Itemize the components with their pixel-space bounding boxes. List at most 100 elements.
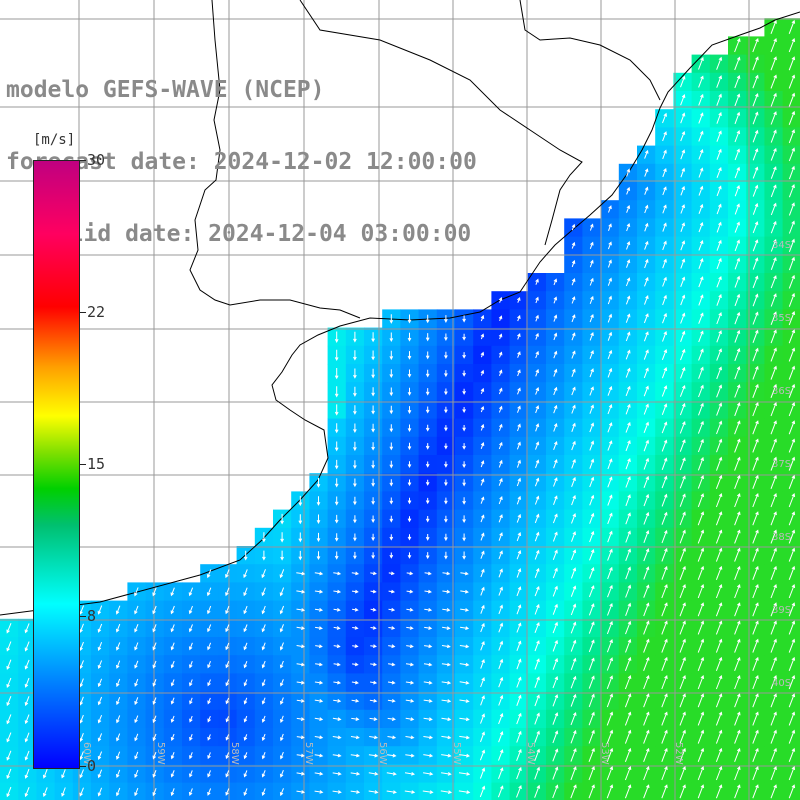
wind-arrow [553, 278, 558, 286]
wind-arrow [334, 551, 339, 560]
wind-arrow [462, 315, 466, 323]
wind-arrow [661, 565, 668, 580]
wind-arrow [698, 56, 704, 70]
wind-arrow [298, 495, 303, 507]
wind-arrow [368, 790, 379, 794]
wind-arrow [607, 548, 613, 561]
wind-arrow [770, 420, 777, 435]
wind-arrow [425, 461, 430, 468]
wind-arrow [661, 656, 668, 671]
wind-arrow [516, 568, 522, 578]
wind-arrow [206, 569, 212, 579]
wind-arrow [661, 729, 668, 744]
wind-arrow [243, 642, 248, 651]
wind-arrow [444, 370, 448, 378]
wind-arrow [42, 769, 48, 779]
wind-arrow [61, 787, 66, 797]
wind-arrow [661, 638, 668, 653]
wind-arrow [61, 769, 66, 779]
wind-arrow [697, 493, 705, 508]
wind-arrow [788, 420, 796, 435]
wind-arrow [716, 275, 722, 288]
wind-arrow [752, 620, 759, 635]
wind-arrow [752, 311, 759, 325]
wind-arrow [516, 477, 521, 487]
wind-arrow [588, 693, 595, 708]
wind-arrow [535, 423, 540, 432]
wind-arrow [188, 587, 194, 597]
wind-arrow [516, 694, 522, 706]
wind-arrow [315, 662, 323, 667]
wind-arrow [534, 567, 540, 578]
wind-arrow [626, 259, 631, 268]
wind-arrow [770, 238, 777, 252]
wind-arrow [423, 753, 434, 758]
wind-arrow [752, 565, 759, 580]
wind-arrow [387, 680, 396, 685]
wind-arrow [770, 584, 777, 599]
wind-arrow [716, 75, 722, 88]
wind-arrow [552, 585, 558, 597]
wind-arrow [770, 19, 777, 34]
wind-arrow [444, 515, 448, 523]
wind-arrow [296, 644, 306, 649]
wind-arrow [480, 496, 485, 504]
wind-arrow [770, 547, 777, 562]
wind-arrow [534, 694, 540, 707]
wind-arrow [588, 657, 595, 671]
wind-arrow [624, 747, 632, 762]
wind-arrow [589, 548, 595, 561]
wind-arrow [625, 512, 631, 525]
wind-arrow [279, 587, 285, 597]
wind-arrow [734, 93, 741, 107]
wind-arrow [770, 38, 777, 53]
wind-arrow [371, 478, 375, 487]
wind-arrow [644, 168, 649, 177]
wind-arrow [752, 420, 759, 435]
wind-arrow [716, 130, 722, 142]
wind-arrow [480, 405, 485, 413]
wind-arrow [570, 567, 577, 579]
wind-arrow [189, 697, 193, 705]
wind-arrow [425, 534, 430, 541]
wind-arrow [788, 656, 796, 671]
wind-arrow [298, 532, 303, 543]
wind-arrow [643, 729, 650, 744]
wind-arrow [279, 788, 284, 797]
wind-arrow [571, 422, 576, 432]
wind-arrow [570, 549, 577, 561]
wind-arrow [152, 788, 157, 797]
wind-arrow [79, 769, 84, 779]
wind-arrow [661, 602, 668, 617]
wind-arrow [333, 589, 342, 594]
wind-arrow [589, 313, 594, 323]
wind-arrow [424, 644, 433, 649]
wind-arrow [770, 493, 777, 508]
wind-arrow [607, 584, 613, 598]
wind-arrow [498, 423, 503, 431]
wind-arrow [626, 168, 631, 177]
wind-arrow [480, 351, 485, 358]
wind-arrow [534, 658, 540, 670]
wind-arrow [462, 333, 466, 341]
wind-arrow [462, 443, 466, 450]
wind-arrow [389, 515, 394, 523]
wind-arrow [134, 587, 139, 597]
wind-arrow [625, 638, 632, 653]
wind-arrow [332, 753, 342, 758]
wind-arrow [589, 350, 594, 359]
wind-arrow [570, 585, 577, 597]
wind-arrow [752, 202, 759, 215]
wind-arrow [371, 387, 375, 397]
wind-arrow [79, 733, 84, 742]
coastline-path [519, 0, 661, 101]
wind-arrow [498, 767, 504, 779]
wind-arrow [407, 351, 412, 360]
longitude-label: 60W [81, 742, 92, 765]
wind-arrow [422, 790, 434, 794]
wind-arrow [116, 769, 121, 779]
wind-arrow [498, 640, 504, 651]
wind-arrow [661, 421, 668, 434]
wind-arrow [459, 717, 470, 722]
